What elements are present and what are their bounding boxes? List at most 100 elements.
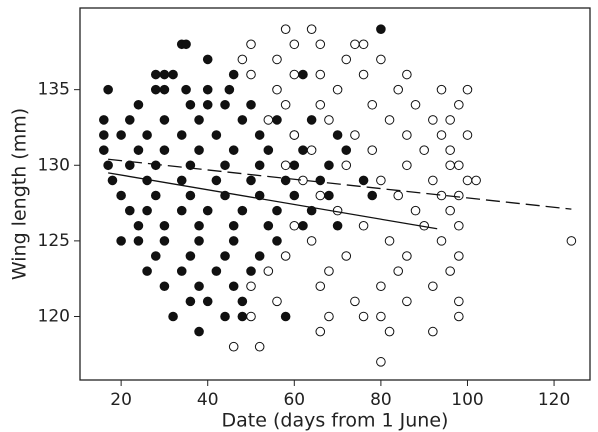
data-point — [272, 115, 282, 125]
plot-frame — [79, 7, 591, 381]
data-point — [341, 145, 352, 155]
data-point — [376, 357, 386, 367]
data-point — [176, 205, 187, 216]
data-point — [306, 115, 317, 125]
data-point — [246, 99, 256, 110]
data-point — [367, 190, 378, 201]
data-point — [566, 236, 577, 246]
data-point — [116, 190, 126, 201]
data-point — [454, 296, 464, 307]
data-point — [410, 205, 421, 216]
x-tick-label: 20 — [110, 390, 132, 410]
data-point — [324, 160, 334, 171]
data-point — [289, 160, 300, 171]
data-point — [393, 190, 404, 201]
x-tick-label: 60 — [283, 390, 305, 410]
data-point — [194, 220, 204, 231]
data-point — [324, 266, 334, 276]
data-point — [272, 84, 282, 95]
data-point — [306, 205, 317, 216]
data-point — [289, 190, 300, 201]
data-point — [341, 160, 352, 171]
data-point — [332, 84, 343, 95]
data-point — [376, 281, 386, 292]
data-point — [428, 115, 438, 125]
data-point — [428, 175, 438, 186]
data-point — [99, 145, 109, 155]
data-point — [367, 145, 378, 155]
data-point — [272, 54, 282, 65]
data-point — [280, 175, 291, 186]
data-point — [315, 39, 326, 50]
data-point — [402, 296, 412, 307]
data-point — [263, 145, 274, 155]
data-point — [142, 205, 152, 216]
data-point — [298, 145, 308, 155]
data-point — [194, 281, 204, 292]
data-point — [263, 220, 274, 231]
data-point — [358, 175, 369, 186]
data-point — [332, 205, 343, 216]
data-point — [402, 160, 412, 171]
data-point — [142, 266, 152, 276]
data-point — [419, 145, 429, 155]
data-point — [185, 251, 196, 261]
data-point — [124, 205, 135, 216]
data-point — [280, 24, 291, 34]
data-point — [454, 251, 464, 261]
data-point — [454, 311, 464, 322]
trend-line — [108, 172, 438, 230]
data-point — [194, 236, 204, 246]
y-axis-title: Wing length (mm) — [9, 108, 31, 280]
data-point — [228, 220, 239, 231]
data-point — [246, 69, 256, 80]
data-point — [220, 99, 230, 110]
data-point — [168, 69, 178, 80]
y-tick-label: 120 — [38, 306, 70, 326]
data-point — [402, 69, 412, 80]
data-point — [228, 69, 239, 80]
data-point — [298, 220, 308, 231]
data-point — [445, 205, 455, 216]
data-point — [272, 296, 282, 307]
data-point — [272, 205, 282, 216]
data-point — [454, 160, 464, 171]
data-point — [367, 99, 378, 110]
data-point — [99, 115, 109, 125]
data-point — [454, 190, 464, 201]
data-point — [246, 281, 256, 292]
y-tick-label: 135 — [38, 80, 70, 100]
data-point — [150, 84, 161, 95]
data-point — [237, 311, 248, 322]
x-tick-label: 40 — [197, 390, 219, 410]
data-point — [315, 175, 326, 186]
data-point — [176, 266, 187, 276]
data-point — [254, 160, 265, 171]
data-point — [341, 251, 352, 261]
data-point — [436, 130, 447, 140]
data-point — [358, 69, 369, 80]
data-point — [194, 145, 204, 155]
data-point — [159, 115, 170, 125]
data-point — [289, 69, 300, 80]
data-point — [254, 341, 265, 352]
data-point — [181, 84, 191, 95]
x-axis-title: Date (days from 1 June) — [222, 410, 449, 432]
data-point — [202, 54, 213, 65]
data-point — [428, 326, 438, 337]
data-point — [376, 24, 386, 34]
data-point — [376, 54, 386, 65]
data-point — [306, 236, 317, 246]
data-point — [107, 175, 118, 186]
data-point — [124, 115, 135, 125]
data-point — [142, 130, 152, 140]
data-point — [315, 99, 326, 110]
data-point — [384, 326, 395, 337]
data-point — [462, 84, 473, 95]
data-point — [211, 130, 222, 140]
data-point — [246, 311, 256, 322]
data-point — [436, 84, 447, 95]
data-point — [220, 160, 230, 171]
x-tick-label: 120 — [538, 390, 570, 410]
